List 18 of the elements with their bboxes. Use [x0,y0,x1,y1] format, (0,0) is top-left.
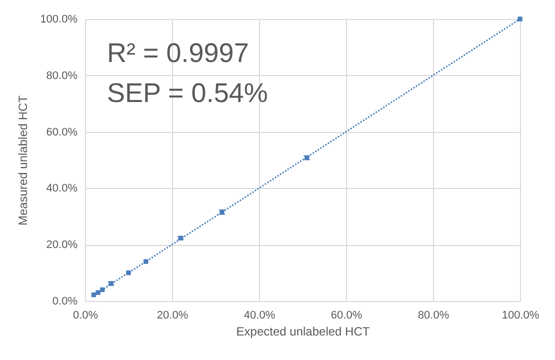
y-axis-title: Measured unlabled HCT [16,94,30,226]
annotation: R² = 0.9997 [107,38,249,68]
y-tick-label: 60.0% [46,126,78,138]
x-tick-label: 20.0% [156,310,188,322]
x-tick-label: 80.0% [418,310,450,322]
x-axis-title: Expected unlabeled HCT [236,324,370,338]
x-tick-label: 40.0% [244,310,276,322]
point [518,16,522,22]
y-tick-label: 100.0% [40,14,78,26]
point [96,290,100,295]
annotation: SEP = 0.54% [107,78,268,108]
x-tick-label: 0.0% [72,310,98,322]
y-tick-label: 80.0% [46,70,78,82]
y-tick-label: 40.0% [46,182,78,195]
y-tick-label: 0.0% [52,296,78,308]
x-tick-label: 60.0% [330,310,362,322]
y-tick-label: 20.0% [46,239,78,252]
x-tick-label: 100.0% [502,310,540,322]
